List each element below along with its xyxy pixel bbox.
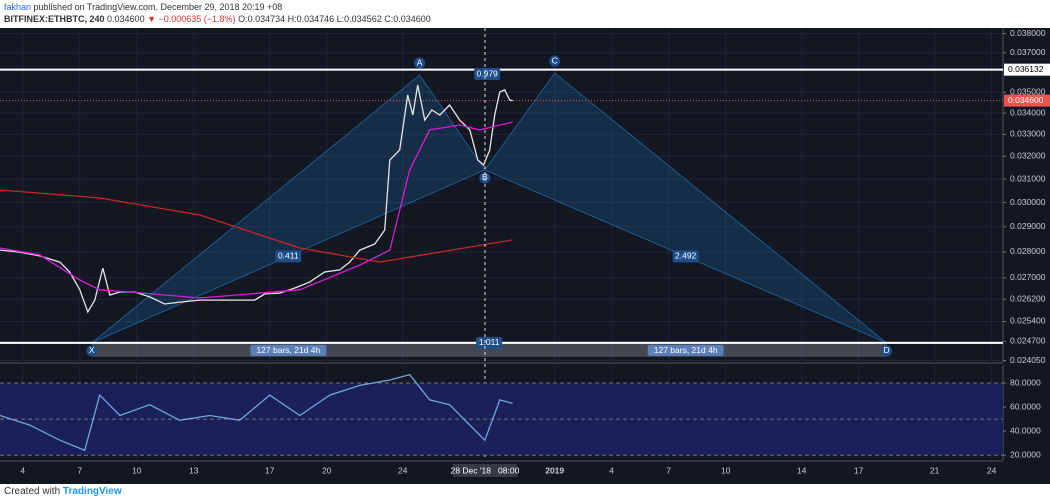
pattern-point-label: C — [552, 55, 558, 65]
ratio-bg — [476, 336, 503, 349]
y-tick-label: 0.033000 — [1010, 129, 1046, 139]
chart: 0.038000 0.037000 0.035000 0.034000 0.033000… — [0, 28, 1050, 484]
x-tick-label: 21 — [930, 465, 940, 475]
publish-line: fakhan published on TradingView.com, Dec… — [4, 1, 431, 13]
range-label-bg — [250, 344, 327, 356]
y-tick-label: 0.030000 — [1010, 197, 1046, 207]
x-tick-label: 10 — [721, 465, 731, 475]
pattern-point-label: B — [482, 172, 488, 182]
footer-text: Created with — [4, 486, 61, 497]
ratio-label: 0.411 — [278, 251, 299, 261]
range-label: 127 bars, 21d 4h — [654, 345, 718, 355]
x-tick-label: 13 — [189, 465, 199, 475]
y-tick-label: 0.034000 — [1010, 107, 1046, 117]
last-price-label: 0.034600 — [1008, 95, 1044, 105]
y-tick-label: 0.037000 — [1010, 47, 1046, 57]
pattern-point-label: X — [89, 345, 95, 355]
symbol: BITFINEX:ETHBTC, 240 — [4, 14, 105, 24]
change: ▼ −0.000635 (−1.8%) — [147, 14, 236, 24]
x-tick-label: 24 — [398, 465, 408, 475]
hline-box — [1004, 63, 1050, 76]
symbol-line: BITFINEX:ETHBTC, 240 0.034600 ▼ −0.00063… — [4, 13, 431, 25]
y-tick-label: 0.038000 — [1010, 28, 1046, 38]
pattern-point-label: A — [417, 57, 423, 67]
x-tick-label: 7 — [77, 465, 82, 475]
series-line — [0, 189, 513, 263]
x-tick-label: 20 — [322, 465, 332, 475]
series-line — [0, 121, 513, 299]
x-tick-label: 17 — [265, 465, 275, 475]
pattern-point — [479, 172, 491, 184]
ratio-bg — [275, 250, 302, 263]
brand[interactable]: TradingView — [62, 486, 122, 497]
author[interactable]: fakhan — [4, 2, 32, 12]
x-tick-label: 14 — [797, 465, 807, 475]
y-tick-label: 20.0000 — [1010, 449, 1041, 459]
y-tick-label: 0.031000 — [1010, 173, 1046, 183]
y-tick-label: 0.032000 — [1010, 151, 1046, 161]
y-tick-label: 80.0000 — [1010, 377, 1041, 387]
range-label-bg — [647, 344, 724, 356]
hline-label: 0.036132 — [1008, 64, 1044, 74]
ratio-label: 1.011 — [479, 337, 500, 347]
ratio-bg — [474, 68, 501, 81]
y-tick-label: 0.027000 — [1010, 272, 1046, 282]
y-tick-label: 0.035000 — [1010, 87, 1046, 97]
crosshair-box — [452, 464, 517, 477]
pattern-point — [549, 55, 561, 67]
pattern-point-label: D — [883, 345, 889, 355]
ratio-bg — [672, 250, 699, 263]
ratio-label: 2.492 — [675, 251, 697, 261]
crosshair-label: 28 Dec '18 08:00 — [451, 465, 520, 475]
ohlc: O:0.034734 H:0.034746 L:0.034562 C:0.034… — [238, 14, 431, 24]
x-tick-label: 10 — [132, 465, 142, 475]
y-tick-label: 0.029000 — [1010, 221, 1046, 231]
y-tick-label: 0.024700 — [1010, 336, 1046, 346]
y-tick-label: 60.0000 — [1010, 401, 1041, 411]
published: published on TradingView.com, December 2… — [33, 2, 283, 12]
x-tick-label: 4 — [20, 465, 25, 475]
ratio-label: 0.979 — [477, 68, 499, 78]
last-price-box — [1004, 94, 1050, 107]
y-tick-label: 0.026200 — [1010, 294, 1046, 304]
x-tick-label: 2019 — [545, 465, 564, 475]
x-tick-label: 24 — [987, 465, 997, 475]
x-tick-label: 4 — [609, 465, 614, 475]
x-tick-label: 7 — [666, 465, 671, 475]
y-tick-label: 0.024050 — [1010, 355, 1046, 365]
y-tick-label: 0.025400 — [1010, 316, 1046, 326]
y-tick-label: 40.0000 — [1010, 425, 1041, 435]
last: 0.034600 — [107, 14, 145, 24]
footer: Created with TradingView — [4, 486, 122, 497]
series-line — [0, 84, 513, 314]
pattern-point — [414, 57, 426, 69]
pattern-point — [86, 345, 98, 357]
series-line — [0, 373, 513, 452]
header: fakhan published on TradingView.com, Dec… — [4, 1, 431, 25]
x-tick-label: 17 — [854, 465, 864, 475]
y-tick-label: 0.028000 — [1010, 246, 1046, 256]
pattern-point — [881, 345, 893, 357]
range-label: 127 bars, 21d 4h — [256, 345, 320, 355]
